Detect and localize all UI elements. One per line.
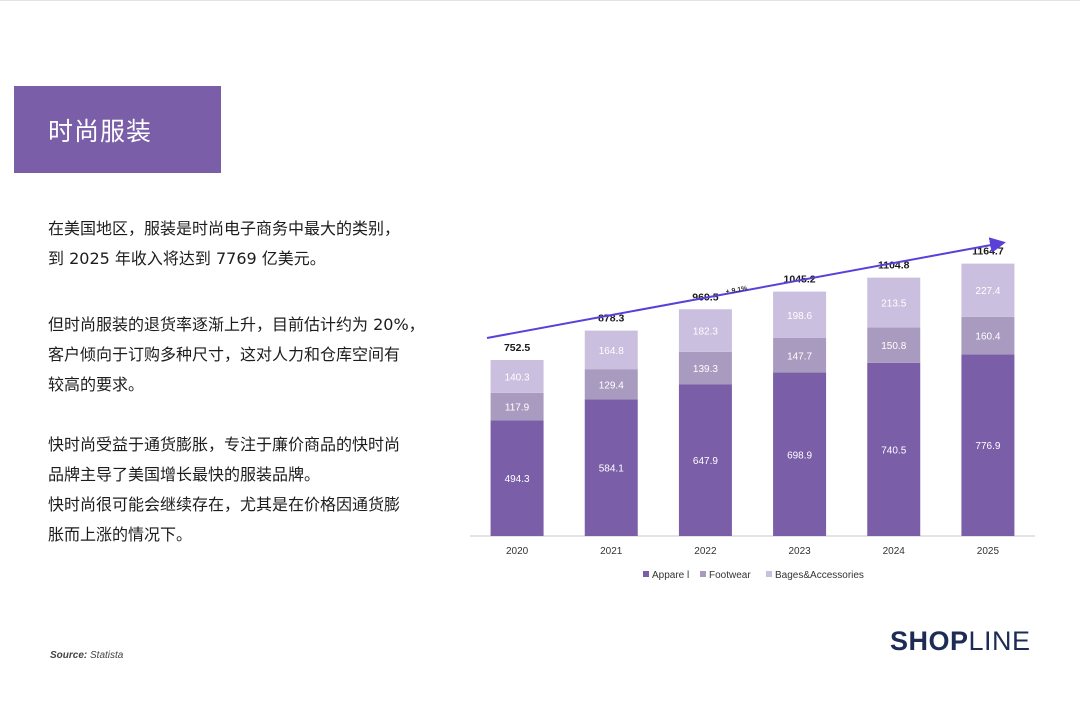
paragraph-line: 胀而上涨的情况下。 [48, 525, 193, 544]
x-tick-label: 2022 [694, 546, 717, 557]
x-tick-label: 2025 [977, 546, 1000, 557]
data-label: 227.4 [975, 286, 1000, 297]
growth-arrow [486, 237, 1006, 339]
bar-footwear [584, 369, 638, 400]
x-tick-label: 2023 [788, 546, 811, 557]
legend-label: Footwear [709, 570, 751, 581]
source-label: Source: [50, 650, 88, 661]
data-label: 698.9 [787, 450, 812, 461]
bar-footwear [961, 316, 1015, 355]
data-label: 150.8 [881, 341, 906, 352]
data-label: 160.4 [975, 332, 1000, 343]
x-tick-label: 2024 [883, 546, 906, 557]
bar-bagesaccessories [773, 291, 827, 339]
data-label: 140.3 [505, 372, 530, 383]
shopline-logo: SHOPLINE [890, 626, 1031, 657]
paragraph-3: 快时尚受益于通货膨胀，专注于廉价商品的快时尚 品牌主导了美国增长最快的服装品牌。… [48, 430, 468, 550]
top-divider [0, 0, 1080, 1]
data-label: 182.3 [693, 327, 718, 338]
data-label: 139.3 [693, 364, 718, 375]
page-title: 时尚服装 [48, 116, 153, 146]
total-label: 1104.8 [878, 260, 910, 272]
data-label: 164.8 [599, 346, 624, 357]
bar-bagesaccessories [584, 330, 638, 370]
data-label: 147.7 [787, 351, 812, 362]
x-tick-label: 2021 [600, 546, 623, 557]
legend-swatch [766, 571, 772, 577]
paragraph-1: 在美国地区，服装是时尚电子商务中最大的类别， 到 2025 年收入将达到 776… [48, 214, 468, 274]
data-label: 584.1 [599, 464, 624, 475]
paragraph-line: 快时尚很可能会继续存在，尤其是在价格因通货膨 [48, 495, 401, 514]
bar-footwear [773, 338, 827, 373]
bar-apparel [867, 362, 921, 536]
legend-label: Appare l [652, 570, 689, 581]
data-label: 776.9 [975, 441, 1000, 452]
data-label: 647.9 [693, 456, 718, 467]
paragraph-line: 品牌主导了美国增长最快的服装品牌。 [48, 465, 321, 484]
bar-bagesaccessories [961, 263, 1015, 317]
data-label: 213.5 [881, 299, 906, 310]
data-label: 129.4 [599, 380, 624, 391]
data-label: 198.6 [787, 311, 812, 322]
revenue-chart: 494.3117.9140.3752.52020584.1129.4164.88… [470, 237, 1035, 581]
x-tick-label: 2020 [506, 546, 529, 557]
bar-bagesaccessories [678, 309, 732, 352]
bar-apparel [678, 384, 732, 536]
source-value: Statista [90, 650, 124, 661]
paragraph-line: 但时尚服装的退货率逐渐上升，目前估计约为 20%， [48, 315, 425, 334]
source-note: Source: Statista [50, 650, 123, 661]
paragraph-2: 但时尚服装的退货率逐渐上升，目前估计约为 20%， 客户倾向于订购多种尺寸，这对… [48, 310, 468, 400]
bar-apparel [961, 354, 1015, 536]
logo-text-part2: LINE [968, 626, 1031, 656]
paragraph-line: 客户倾向于订购多种尺寸，这对人力和仓库空间有 [48, 345, 401, 364]
bar-footwear [490, 392, 544, 421]
paragraph-line: 在美国地区，服装是时尚电子商务中最大的类别， [48, 219, 401, 238]
growth-annotation: + 9.1% [725, 285, 749, 296]
paragraph-line: 到 2025 年收入将达到 7769 亿美元。 [48, 249, 326, 268]
paragraph-line: 较高的要求。 [48, 375, 145, 394]
bar-bagesaccessories [490, 360, 544, 393]
bar-apparel [773, 372, 827, 536]
legend-swatch [643, 571, 649, 577]
legend-label: Bages&Accessories [775, 570, 864, 581]
bar-footwear [867, 327, 921, 363]
bar-footwear [678, 351, 732, 385]
title-banner: 时尚服装 [14, 86, 221, 173]
logo-text-part1: SHOP [890, 626, 969, 656]
legend-swatch [700, 571, 706, 577]
data-label: 117.9 [505, 403, 530, 414]
total-label: 752.5 [504, 342, 530, 354]
bar-bagesaccessories [867, 277, 921, 328]
bar-apparel [584, 399, 638, 536]
data-label: 494.3 [505, 474, 530, 485]
data-label: 740.5 [881, 445, 906, 456]
paragraph-line: 快时尚受益于通货膨胀，专注于廉价商品的快时尚 [48, 435, 401, 454]
bar-apparel [490, 420, 544, 536]
